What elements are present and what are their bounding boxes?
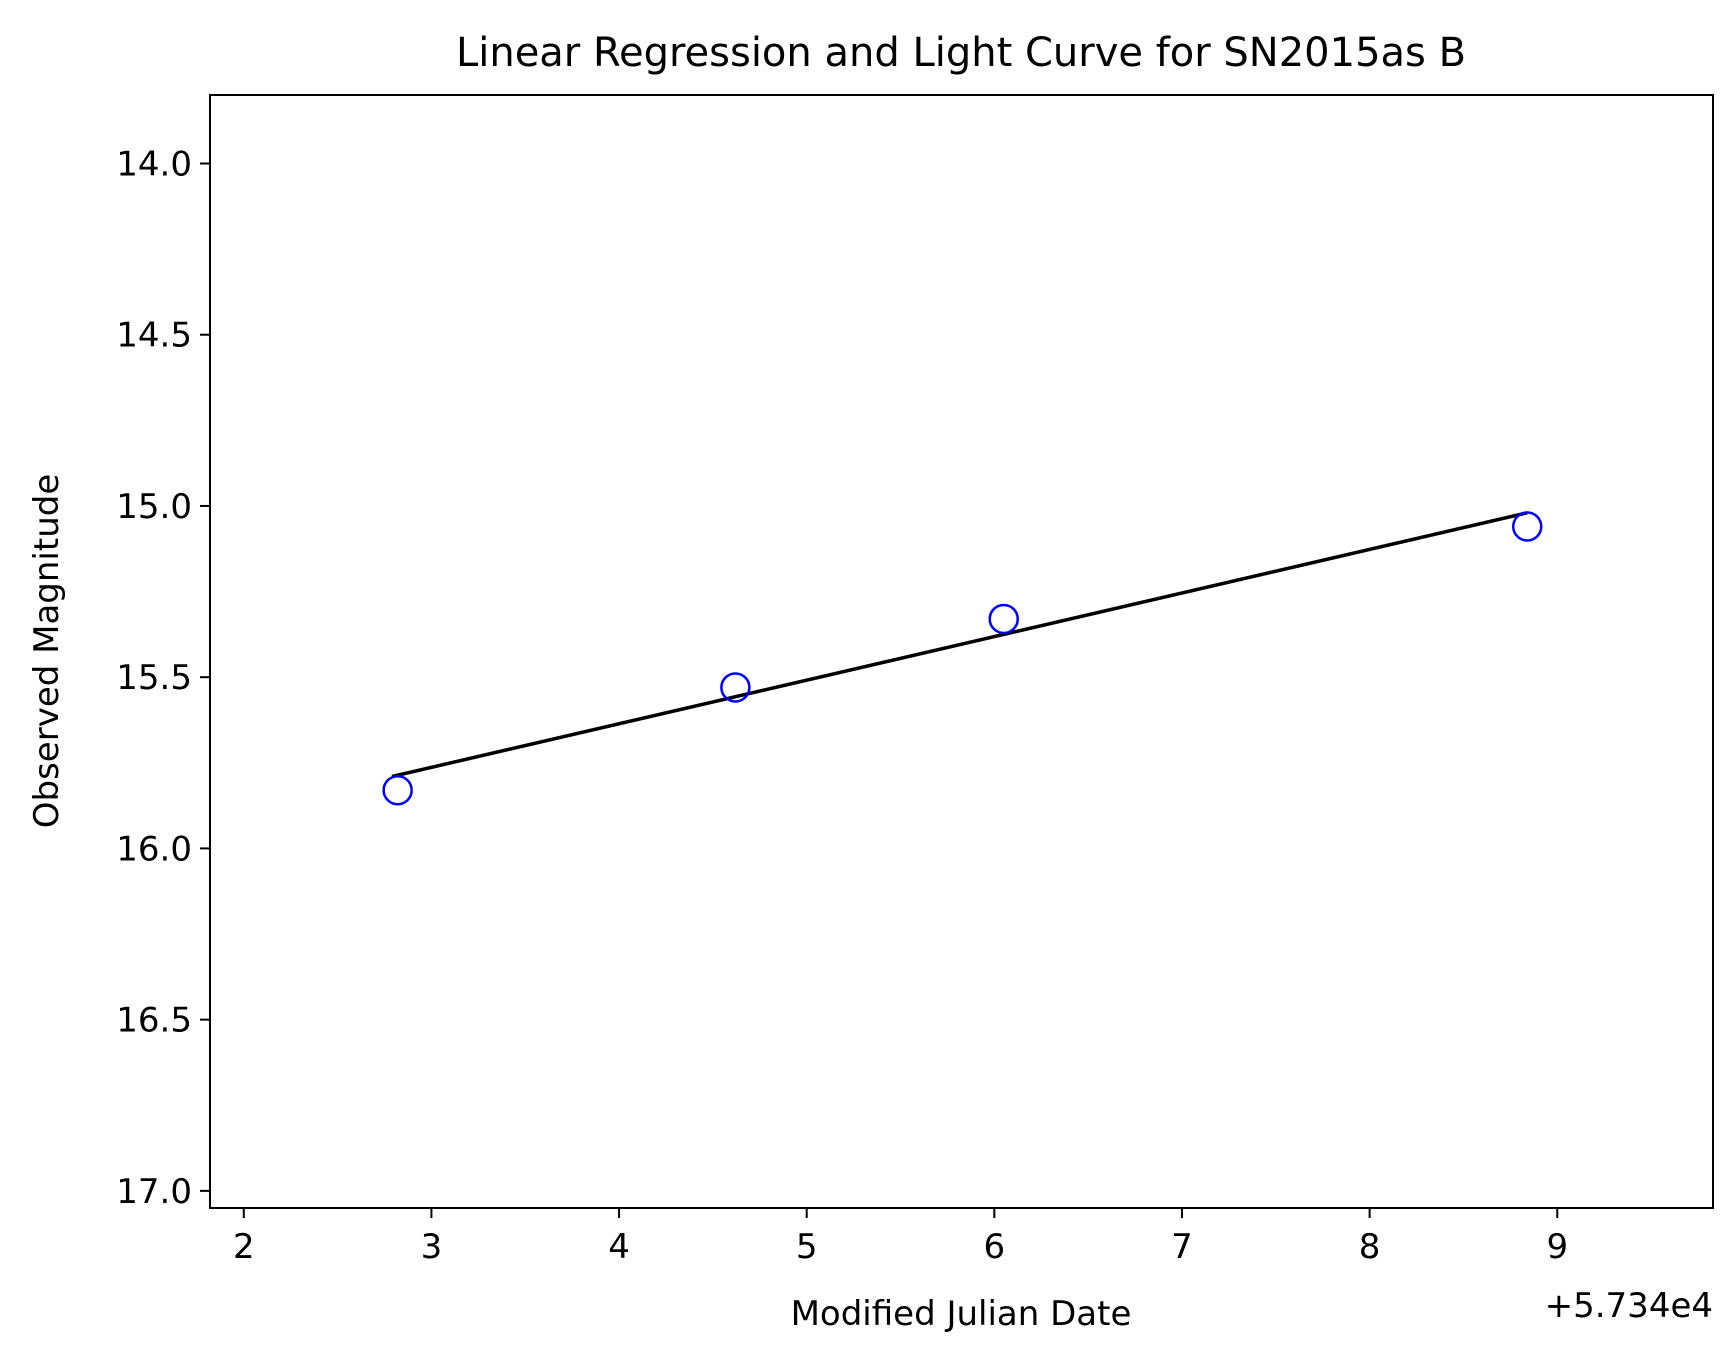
x-tick-label: 3: [421, 1227, 443, 1267]
x-tick-label: 2: [233, 1227, 255, 1267]
plot-frame: [209, 94, 1714, 1209]
y-axis-label: Observed Magnitude: [27, 474, 67, 829]
y-tick-label: 16.0: [116, 829, 192, 869]
data-point: [382, 774, 413, 806]
data-point: [1511, 511, 1543, 542]
y-tick-label: 17.0: [116, 1172, 192, 1212]
x-tick-label: 4: [608, 1227, 630, 1267]
plot-marks: [382, 511, 1543, 806]
y-tick-label: 16.5: [116, 1001, 192, 1041]
y-tick-label: 15.5: [116, 658, 192, 698]
x-tick-label: 7: [1171, 1227, 1193, 1267]
data-point: [988, 603, 1019, 635]
data-point: [720, 672, 751, 703]
y-tick-label: 14.0: [116, 144, 192, 184]
x-axis-ticks: 2 3 4 5 6 7 8 9: [233, 1208, 1568, 1267]
x-tick-label: 9: [1546, 1227, 1568, 1267]
y-tick-label: 15.0: [116, 487, 192, 527]
y-tick-label: 14.5: [116, 316, 192, 356]
regression-line: [391, 511, 1528, 779]
x-tick-label: 5: [796, 1227, 818, 1267]
chart-title: Linear Regression and Light Curve for SN…: [456, 30, 1466, 76]
x-tick-label: 8: [1359, 1227, 1381, 1267]
x-axis-offset-label: +5.734e4: [1545, 1286, 1713, 1326]
x-axis-label: Modified Julian Date: [791, 1294, 1132, 1334]
x-tick-label: 6: [984, 1227, 1006, 1267]
y-axis-ticks: 14.0 14.5 15.0 15.5 16.0 16.5 17.0: [116, 144, 210, 1212]
